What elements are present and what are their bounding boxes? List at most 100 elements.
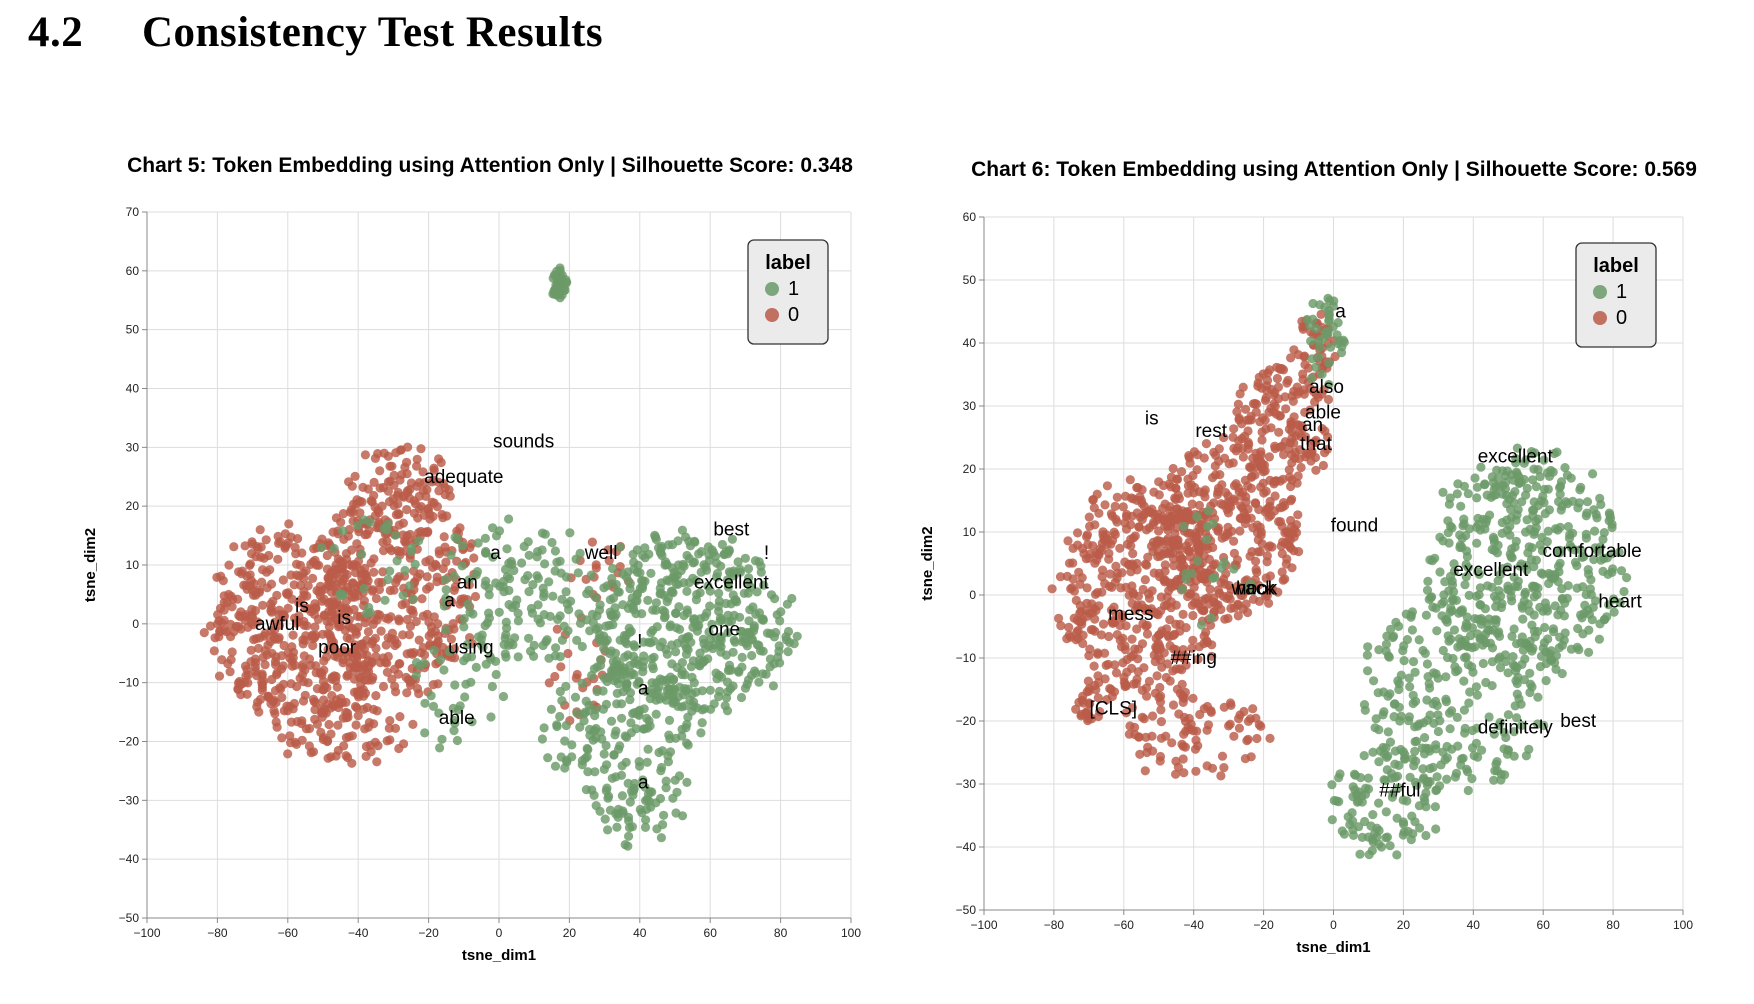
- point-label-0: [1162, 600, 1172, 610]
- x-tick-label: −60: [1114, 918, 1135, 932]
- point-label-1: [1229, 564, 1239, 574]
- point-label-1: [1378, 687, 1389, 697]
- point-label-1: [1511, 666, 1521, 676]
- point-label-1: [1554, 567, 1564, 577]
- point-label-0: [327, 691, 337, 701]
- point-label-1: [414, 536, 424, 546]
- point-label-1: [566, 596, 576, 606]
- point-label-1: [1512, 713, 1522, 723]
- point-label-1: [1366, 821, 1376, 831]
- point-label-1: [656, 766, 666, 776]
- point-label-0: [1265, 541, 1275, 551]
- point-label-1: [624, 831, 634, 841]
- point-label-1: [1329, 296, 1339, 306]
- point-label-0: [1301, 449, 1311, 459]
- point-label-1: [533, 547, 543, 557]
- point-label-0: [345, 507, 356, 517]
- point-label-0: [387, 461, 397, 471]
- point-label-1: [1396, 744, 1406, 755]
- point-label-0: [1152, 671, 1162, 681]
- point-label-1: [1334, 773, 1344, 783]
- point-label-1: [1439, 597, 1449, 607]
- point-label-1: [705, 634, 716, 645]
- point-label-1: [398, 590, 408, 600]
- point-label-0: [1270, 491, 1280, 501]
- point-label-0: [1141, 732, 1151, 742]
- point-label-0: [1233, 399, 1243, 409]
- point-label-0: [393, 487, 403, 498]
- point-label-1: [524, 633, 534, 643]
- point-label-0: [378, 567, 388, 577]
- point-label-0: [266, 599, 276, 609]
- point-label-1: [1356, 773, 1366, 783]
- y-tick-label: 30: [126, 440, 140, 454]
- point-label-0: [360, 530, 370, 540]
- point-label-1: [1584, 609, 1594, 619]
- point-label-0: [389, 470, 399, 480]
- point-label-1: [450, 718, 460, 728]
- point-label-1: [1572, 642, 1582, 652]
- point-label-1: [540, 529, 550, 539]
- point-label-0: [338, 508, 348, 519]
- point-label-1: [1407, 811, 1417, 821]
- point-label-0: [1155, 756, 1165, 766]
- point-label-1: [667, 540, 678, 550]
- point-label-1: [1582, 497, 1593, 507]
- point-label-1: [462, 639, 472, 650]
- point-label-1: [775, 616, 785, 626]
- point-label-0: [1096, 630, 1106, 640]
- point-label-0: [328, 581, 338, 591]
- point-label-1: [1463, 785, 1473, 796]
- point-label-1: [697, 657, 707, 667]
- point-label-0: [1165, 615, 1175, 625]
- token-annotation: a: [638, 773, 649, 794]
- point-label-1: [638, 775, 648, 785]
- point-label-0: [1169, 561, 1179, 571]
- point-label-1: [1556, 605, 1566, 616]
- point-label-1: [624, 623, 634, 633]
- token-annotation: awful: [255, 614, 299, 635]
- point-label-1: [570, 692, 581, 702]
- section-title: Consistency Test Results: [142, 9, 604, 56]
- point-label-1: [648, 664, 658, 674]
- point-label-0: [1160, 560, 1170, 570]
- point-label-1: [338, 590, 348, 600]
- point-label-1: [749, 623, 759, 633]
- point-label-0: [1152, 515, 1162, 525]
- point-label-0: [1054, 613, 1064, 624]
- point-label-1: [1308, 298, 1318, 309]
- y-tick-label: 50: [963, 273, 977, 287]
- point-label-1: [745, 605, 755, 615]
- point-label-1: [1385, 841, 1395, 851]
- point-label-1: [1418, 645, 1428, 656]
- point-label-0: [300, 690, 310, 700]
- point-label-0: [288, 630, 298, 640]
- y-tick-label: −10: [119, 676, 140, 690]
- point-label-1: [684, 578, 694, 588]
- point-label-1: [1457, 754, 1467, 764]
- point-label-0: [1164, 516, 1175, 527]
- point-label-0: [1141, 683, 1152, 693]
- point-label-1: [1516, 699, 1526, 709]
- point-label-0: [265, 565, 275, 575]
- point-label-1: [1420, 733, 1430, 743]
- point-label-0: [1181, 541, 1192, 551]
- point-label-0: [1137, 514, 1147, 525]
- point-label-0: [1093, 648, 1103, 658]
- point-label-1: [1477, 745, 1487, 755]
- point-label-1: [491, 531, 502, 541]
- point-label-0: [1089, 661, 1099, 671]
- point-label-0: [369, 554, 379, 564]
- point-label-1: [488, 552, 498, 562]
- y-tick-label: −20: [119, 735, 140, 749]
- point-label-0: [1076, 711, 1086, 721]
- point-label-1: [599, 583, 609, 593]
- point-label-1: [449, 726, 459, 736]
- point-label-0: [1234, 714, 1244, 724]
- point-label-0: [1132, 624, 1142, 634]
- point-label-1: [768, 681, 779, 691]
- point-label-1: [1532, 590, 1542, 600]
- chart-title: Chart 5: Token Embedding using Attention…: [127, 154, 853, 177]
- point-label-1: [573, 568, 583, 578]
- point-label-0: [1120, 645, 1130, 655]
